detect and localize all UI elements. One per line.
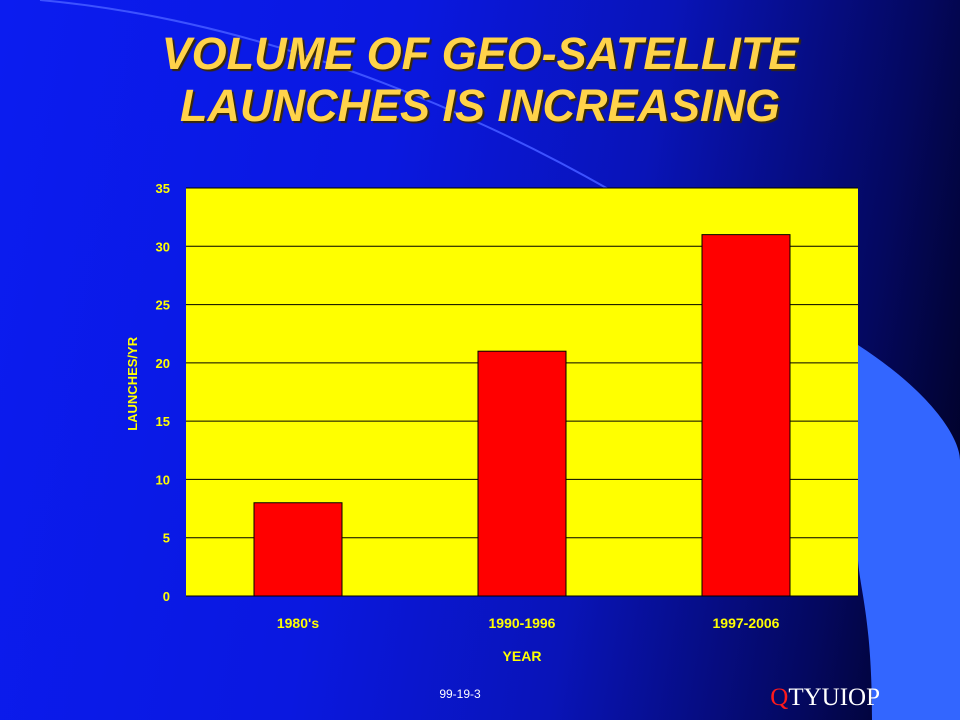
y-tick-label: 25 <box>156 298 170 313</box>
y-axis-label: LAUNCHES/YR <box>125 336 140 431</box>
slide-footer-code: 99-19-3 <box>439 687 481 701</box>
y-tick-label: 30 <box>156 239 170 254</box>
slide-title-line-1: VOLUME OF GEO-SATELLITE <box>161 28 799 79</box>
accent-wave-shape <box>858 345 960 720</box>
x-tick-label: 1990-1996 <box>489 615 556 631</box>
x-tick-label: 1980's <box>277 615 319 631</box>
bar <box>253 502 343 597</box>
y-tick-label: 35 <box>156 181 170 196</box>
brand-logo-rest: TYUIOP <box>788 684 880 711</box>
brand-logo-text: QTYUIOP <box>770 684 880 712</box>
x-axis-label: YEAR <box>503 648 542 664</box>
bar <box>701 234 791 597</box>
x-tick-label: 1997-2006 <box>713 615 780 631</box>
y-tick-label: 5 <box>163 531 170 546</box>
y-tick-label: 20 <box>156 356 170 371</box>
bar <box>477 350 567 597</box>
y-tick-label: 15 <box>156 414 170 429</box>
brand-logo-first-letter: Q <box>770 684 789 711</box>
y-tick-label: 10 <box>156 472 170 487</box>
slide-title-line-2: LAUNCHES IS INCREASING <box>179 80 781 131</box>
y-tick-label: 0 <box>163 589 170 604</box>
slide-title: VOLUME OF GEO-SATELLITE LAUNCHES IS INCR… <box>0 28 960 132</box>
background-arc-line <box>39 0 611 191</box>
